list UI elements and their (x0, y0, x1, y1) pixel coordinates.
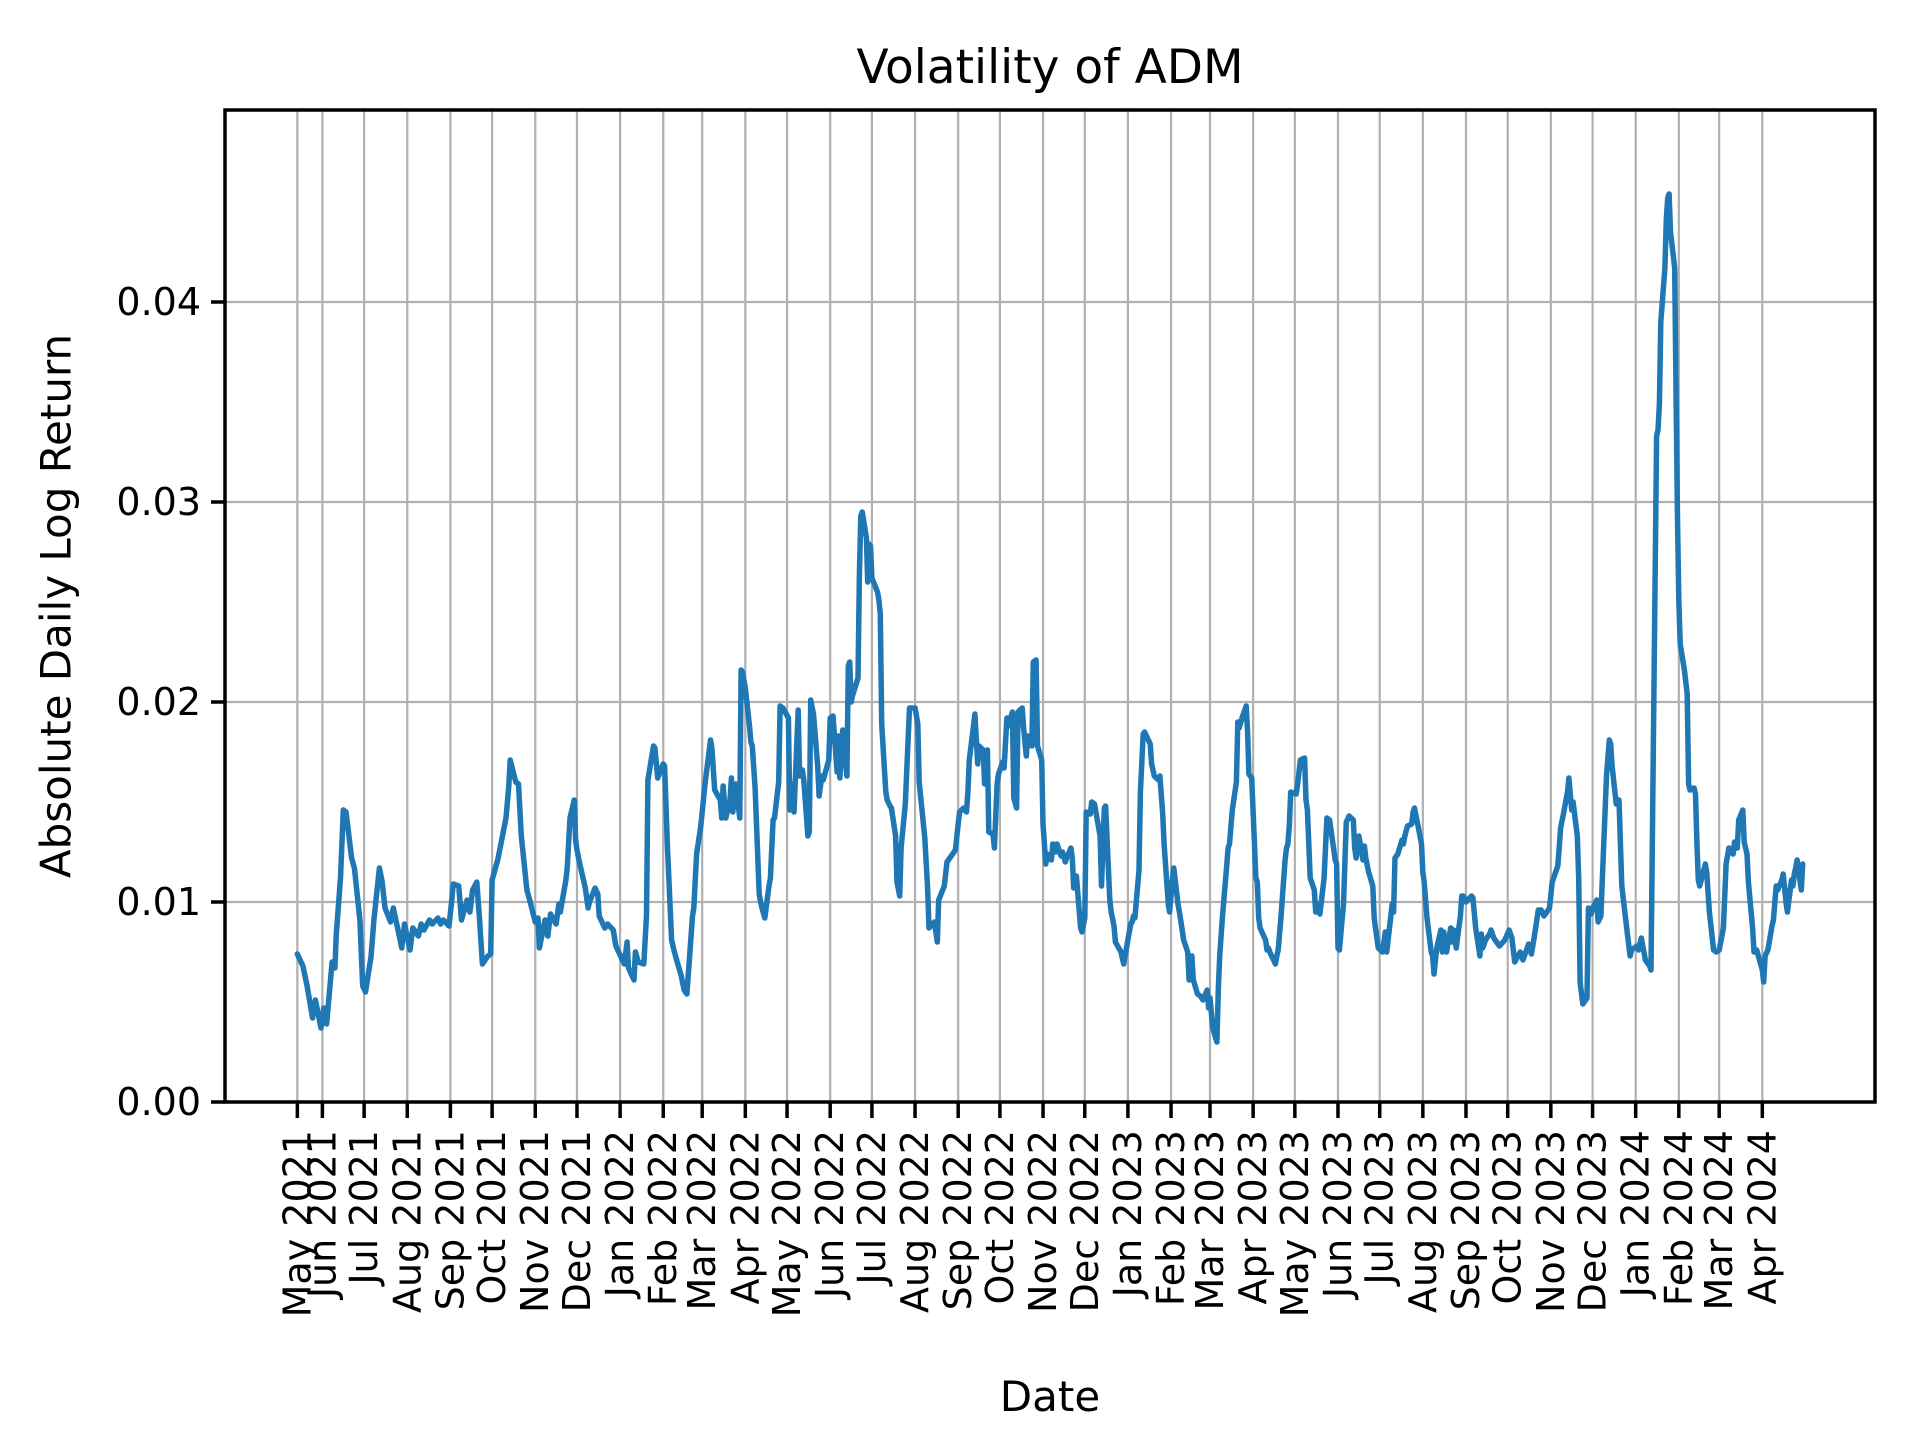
x-tick-label: Sep 2023 (1444, 1130, 1488, 1310)
x-tick-label: Sep 2021 (428, 1130, 472, 1310)
x-tick-label: Jun 2022 (808, 1130, 852, 1300)
x-tick-label: Feb 2022 (641, 1130, 685, 1306)
y-tick-label: 0.03 (116, 480, 201, 524)
x-tick-label: Nov 2023 (1529, 1130, 1573, 1313)
x-tick-label: Oct 2022 (978, 1130, 1022, 1305)
x-axis-title: Date (999, 1372, 1101, 1421)
x-tick-label: Jul 2023 (1358, 1130, 1402, 1287)
x-tick-label: Mar 2024 (1697, 1130, 1741, 1310)
series-line (294, 191, 1806, 1045)
x-tick-label: Jul 2021 (342, 1130, 386, 1287)
y-tick-label: 0.00 (116, 1080, 201, 1124)
x-tick-label: Feb 2024 (1657, 1130, 1701, 1306)
x-tick-label: Aug 2021 (385, 1130, 429, 1313)
x-tick-label: May 2023 (1273, 1130, 1317, 1317)
x-tick-label: Sep 2022 (936, 1130, 980, 1310)
x-tick-label: Nov 2022 (1021, 1130, 1065, 1313)
x-tick-label: Nov 2021 (513, 1130, 557, 1313)
x-tick-label: Jul 2022 (850, 1130, 894, 1287)
x-tick-label: Mar 2023 (1188, 1130, 1232, 1310)
x-tick-label: Jan 2022 (598, 1130, 642, 1299)
x-tick-label: Aug 2022 (893, 1130, 937, 1313)
y-tick-label: 0.01 (116, 880, 201, 924)
x-tick-label: Dec 2023 (1571, 1130, 1615, 1312)
x-tick-label: Jun 2023 (1316, 1130, 1360, 1300)
x-tick-label: Dec 2022 (1063, 1130, 1107, 1312)
y-tick-label: 0.04 (116, 280, 201, 324)
x-tick-label: Oct 2021 (470, 1130, 514, 1305)
x-tick-label: May 2022 (765, 1130, 809, 1317)
x-tick-label: May 2021 (275, 1130, 319, 1317)
chart-title: Volatility of ADM (856, 40, 1244, 95)
x-tick-label: Jun 2021 (300, 1130, 344, 1300)
x-tick-label: Aug 2023 (1401, 1130, 1445, 1313)
x-tick-label: Apr 2022 (723, 1130, 767, 1305)
x-tick-label: Apr 2023 (1231, 1130, 1275, 1305)
x-tick-label: Mar 2022 (680, 1130, 724, 1310)
x-tick-label: Feb 2023 (1149, 1130, 1193, 1306)
x-tick-label: Oct 2023 (1486, 1130, 1530, 1305)
x-tick-label: Apr 2024 (1740, 1130, 1784, 1305)
x-tick-label: Jan 2023 (1106, 1130, 1150, 1299)
x-tick-label: Dec 2021 (555, 1130, 599, 1312)
y-axis-title: Absolute Daily Log Return (31, 333, 81, 879)
x-tick-label: Jan 2024 (1614, 1130, 1658, 1299)
plot-border (223, 108, 1877, 1104)
y-tick-label: 0.02 (116, 680, 201, 724)
